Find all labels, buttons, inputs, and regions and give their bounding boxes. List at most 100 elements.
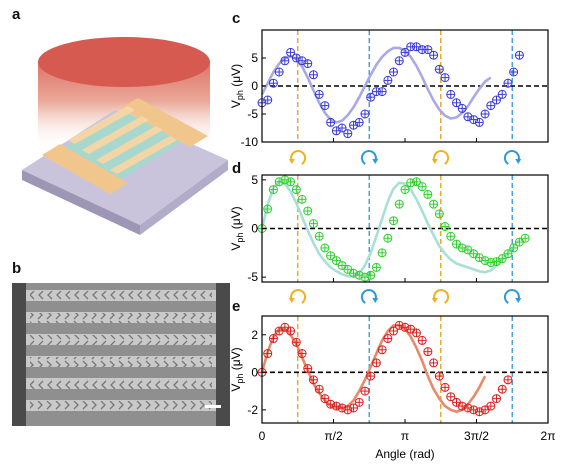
data-point: [394, 56, 404, 66]
data-point: [354, 270, 364, 280]
data-point: [446, 231, 456, 241]
data-point: [366, 92, 376, 102]
x-tick-label: π: [401, 429, 409, 443]
x-tick-label: 0: [259, 429, 266, 443]
y-tick-label: 2: [251, 328, 258, 342]
counterclockwise-icon: [503, 150, 522, 165]
panel-label-c: c: [232, 10, 241, 27]
y-tick-label: 0: [251, 222, 258, 236]
data-point: [308, 70, 318, 80]
data-point: [446, 89, 456, 99]
data-point: [457, 401, 467, 411]
data-point: [360, 109, 370, 119]
data-point: [291, 337, 301, 347]
data-point: [520, 233, 530, 243]
clockwise-icon: [431, 150, 450, 165]
data-point: [383, 233, 393, 243]
data-point: [263, 95, 273, 105]
data-point: [383, 75, 393, 85]
x-tick-label: π/2: [324, 429, 343, 443]
data-point: [492, 394, 502, 404]
data-point: [343, 405, 353, 415]
data-point: [463, 403, 473, 413]
data-point: [394, 320, 404, 330]
data-point: [349, 403, 359, 413]
data-point: [434, 209, 444, 219]
data-point: [308, 219, 318, 229]
data-point: [366, 371, 376, 381]
data-point: [480, 405, 490, 415]
data-point: [377, 248, 387, 258]
data-point: [514, 50, 524, 60]
data-point: [457, 243, 467, 253]
data-point: [331, 401, 341, 411]
counterclockwise-icon: [503, 289, 522, 304]
data-point: [509, 67, 519, 77]
data-point: [463, 245, 473, 255]
panel-label-d: d: [232, 160, 242, 177]
chart-c: 5 0 -5 -10 Vph (μV): [229, 29, 549, 149]
data-point: [417, 182, 427, 192]
data-point: [400, 185, 410, 195]
data-point: [514, 237, 524, 247]
data-point: [434, 64, 444, 74]
data-point: [280, 322, 290, 332]
data-point: [417, 335, 427, 345]
data-point: [337, 123, 347, 133]
data-point: [377, 87, 387, 97]
data-point: [469, 405, 479, 415]
data-point: [486, 101, 496, 111]
data-point: [423, 347, 433, 357]
data-point: [440, 73, 450, 83]
data-point: [280, 56, 290, 66]
y-tick-label: 5: [251, 51, 258, 65]
data-point: [434, 371, 444, 381]
data-point: [371, 262, 381, 272]
data-point: [383, 334, 393, 344]
data-point: [451, 239, 461, 249]
data-point: [360, 272, 370, 282]
data-point: [389, 216, 399, 226]
data-point: [320, 101, 330, 111]
data-point: [492, 95, 502, 105]
scale-bar: [205, 405, 221, 408]
data-point: [343, 129, 353, 139]
data-point: [411, 177, 421, 187]
data-point: [286, 47, 296, 57]
y-axis-label: Vph (μV): [229, 206, 245, 250]
data-point: [274, 326, 284, 336]
data-point: [497, 254, 507, 264]
clockwise-icon: [431, 289, 450, 304]
data-point: [411, 328, 421, 338]
data-point: [303, 206, 313, 216]
data-point: [503, 78, 513, 88]
data-point: [326, 399, 336, 409]
data-point: [394, 199, 404, 209]
data-point: [480, 256, 490, 266]
data-point: [474, 407, 484, 417]
data-point: [314, 89, 324, 99]
y-tick-label: 0: [251, 79, 258, 93]
data-point: [429, 50, 439, 60]
data-point: [354, 397, 364, 407]
data-point: [354, 117, 364, 127]
data-point: [366, 270, 376, 280]
data-point: [268, 78, 278, 88]
electrode-left: [42, 144, 128, 194]
data-point: [509, 243, 519, 253]
data-point: [337, 260, 347, 270]
y-axis-label: Vph (μV): [229, 347, 245, 391]
panel-label-b: b: [12, 260, 22, 277]
data-point: [337, 403, 347, 413]
x-tick-label: 3π/2: [464, 429, 489, 443]
data-point: [451, 397, 461, 407]
data-point: [320, 394, 330, 404]
x-tick-label: 2π: [541, 429, 556, 443]
data-point: [429, 199, 439, 209]
data-point: [331, 256, 341, 266]
clockwise-icon: [288, 150, 307, 165]
counterclockwise-icon: [360, 150, 379, 165]
panel-label-a: a: [12, 6, 21, 23]
chart-d: 5 0 -5 Vph (μV): [229, 173, 549, 284]
sem-image: [12, 283, 230, 426]
